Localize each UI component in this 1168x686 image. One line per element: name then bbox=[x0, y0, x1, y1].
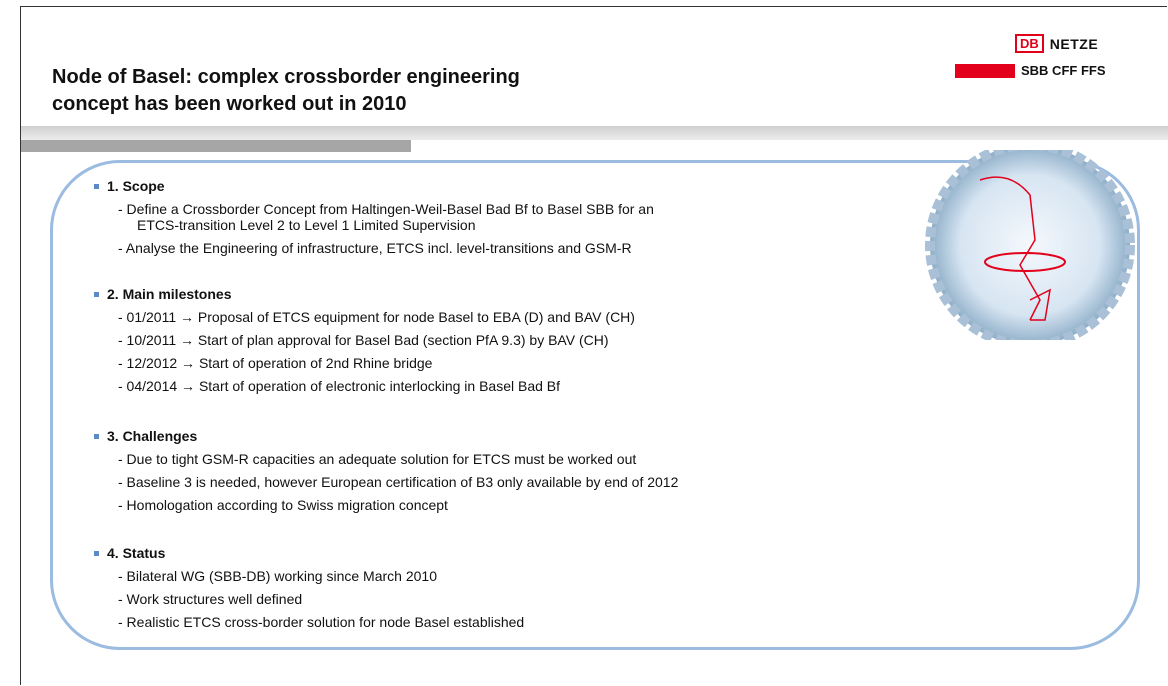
title-line: Node of Basel: complex crossborder engin… bbox=[52, 66, 520, 88]
map bbox=[925, 150, 1135, 340]
item-text: - Due to tight GSM-R capacities an adequ… bbox=[118, 451, 637, 467]
content-box bbox=[50, 160, 1140, 650]
item-text: - Realistic ETCS cross-border solution f… bbox=[118, 614, 525, 630]
section-heading: 4. Status bbox=[107, 545, 166, 561]
section-heading: 3. Challenges bbox=[107, 428, 198, 444]
item-text: - Analyse the Engineering of infrastruct… bbox=[118, 240, 632, 256]
frame bbox=[20, 6, 1167, 685]
logo-sbb: SBB CFF FFS bbox=[955, 63, 1106, 78]
logo-netze: NETZE bbox=[1049, 35, 1099, 52]
item-text: - Bilateral WG (SBB-DB) working since Ma… bbox=[118, 568, 437, 584]
item-text: - 12/2012 → Start of operation of 2nd Rh… bbox=[118, 355, 433, 371]
logo-sbb-text: SBB CFF FFS bbox=[1021, 63, 1106, 78]
bullet bbox=[94, 551, 99, 556]
bullet bbox=[94, 434, 99, 439]
title: Node of Basel: complex crossborder engin… bbox=[52, 64, 520, 118]
logo-db-mark: DB bbox=[1015, 34, 1044, 53]
section-heading: 2. Main milestones bbox=[107, 286, 232, 302]
title-band bbox=[21, 126, 1168, 140]
sbb-bar bbox=[955, 63, 1015, 78]
bullet bbox=[94, 184, 99, 189]
bullet bbox=[94, 292, 99, 297]
title-line: concept has been worked out in 2010 bbox=[52, 93, 407, 115]
item-text: - 10/2011 → Start of plan approval for B… bbox=[118, 332, 609, 348]
item-text: - Work structures well defined bbox=[118, 591, 303, 607]
item-text: ETCS-transition Level 2 to Level 1 Limit… bbox=[137, 217, 476, 233]
section-heading: 1. Scope bbox=[107, 178, 165, 194]
item-text: - 04/2014 → Start of operation of electr… bbox=[118, 378, 561, 394]
item-text: - Baseline 3 is needed, however European… bbox=[118, 474, 679, 490]
item-text: - 01/2011 → Proposal of ETCS equipment f… bbox=[118, 309, 635, 325]
item-text: - Define a Crossborder Concept from Halt… bbox=[118, 201, 654, 217]
logo-db: DB NETZE bbox=[1015, 34, 1098, 53]
item-text: - Homologation according to Swiss migrat… bbox=[118, 497, 448, 513]
title-band-accent bbox=[21, 140, 411, 152]
